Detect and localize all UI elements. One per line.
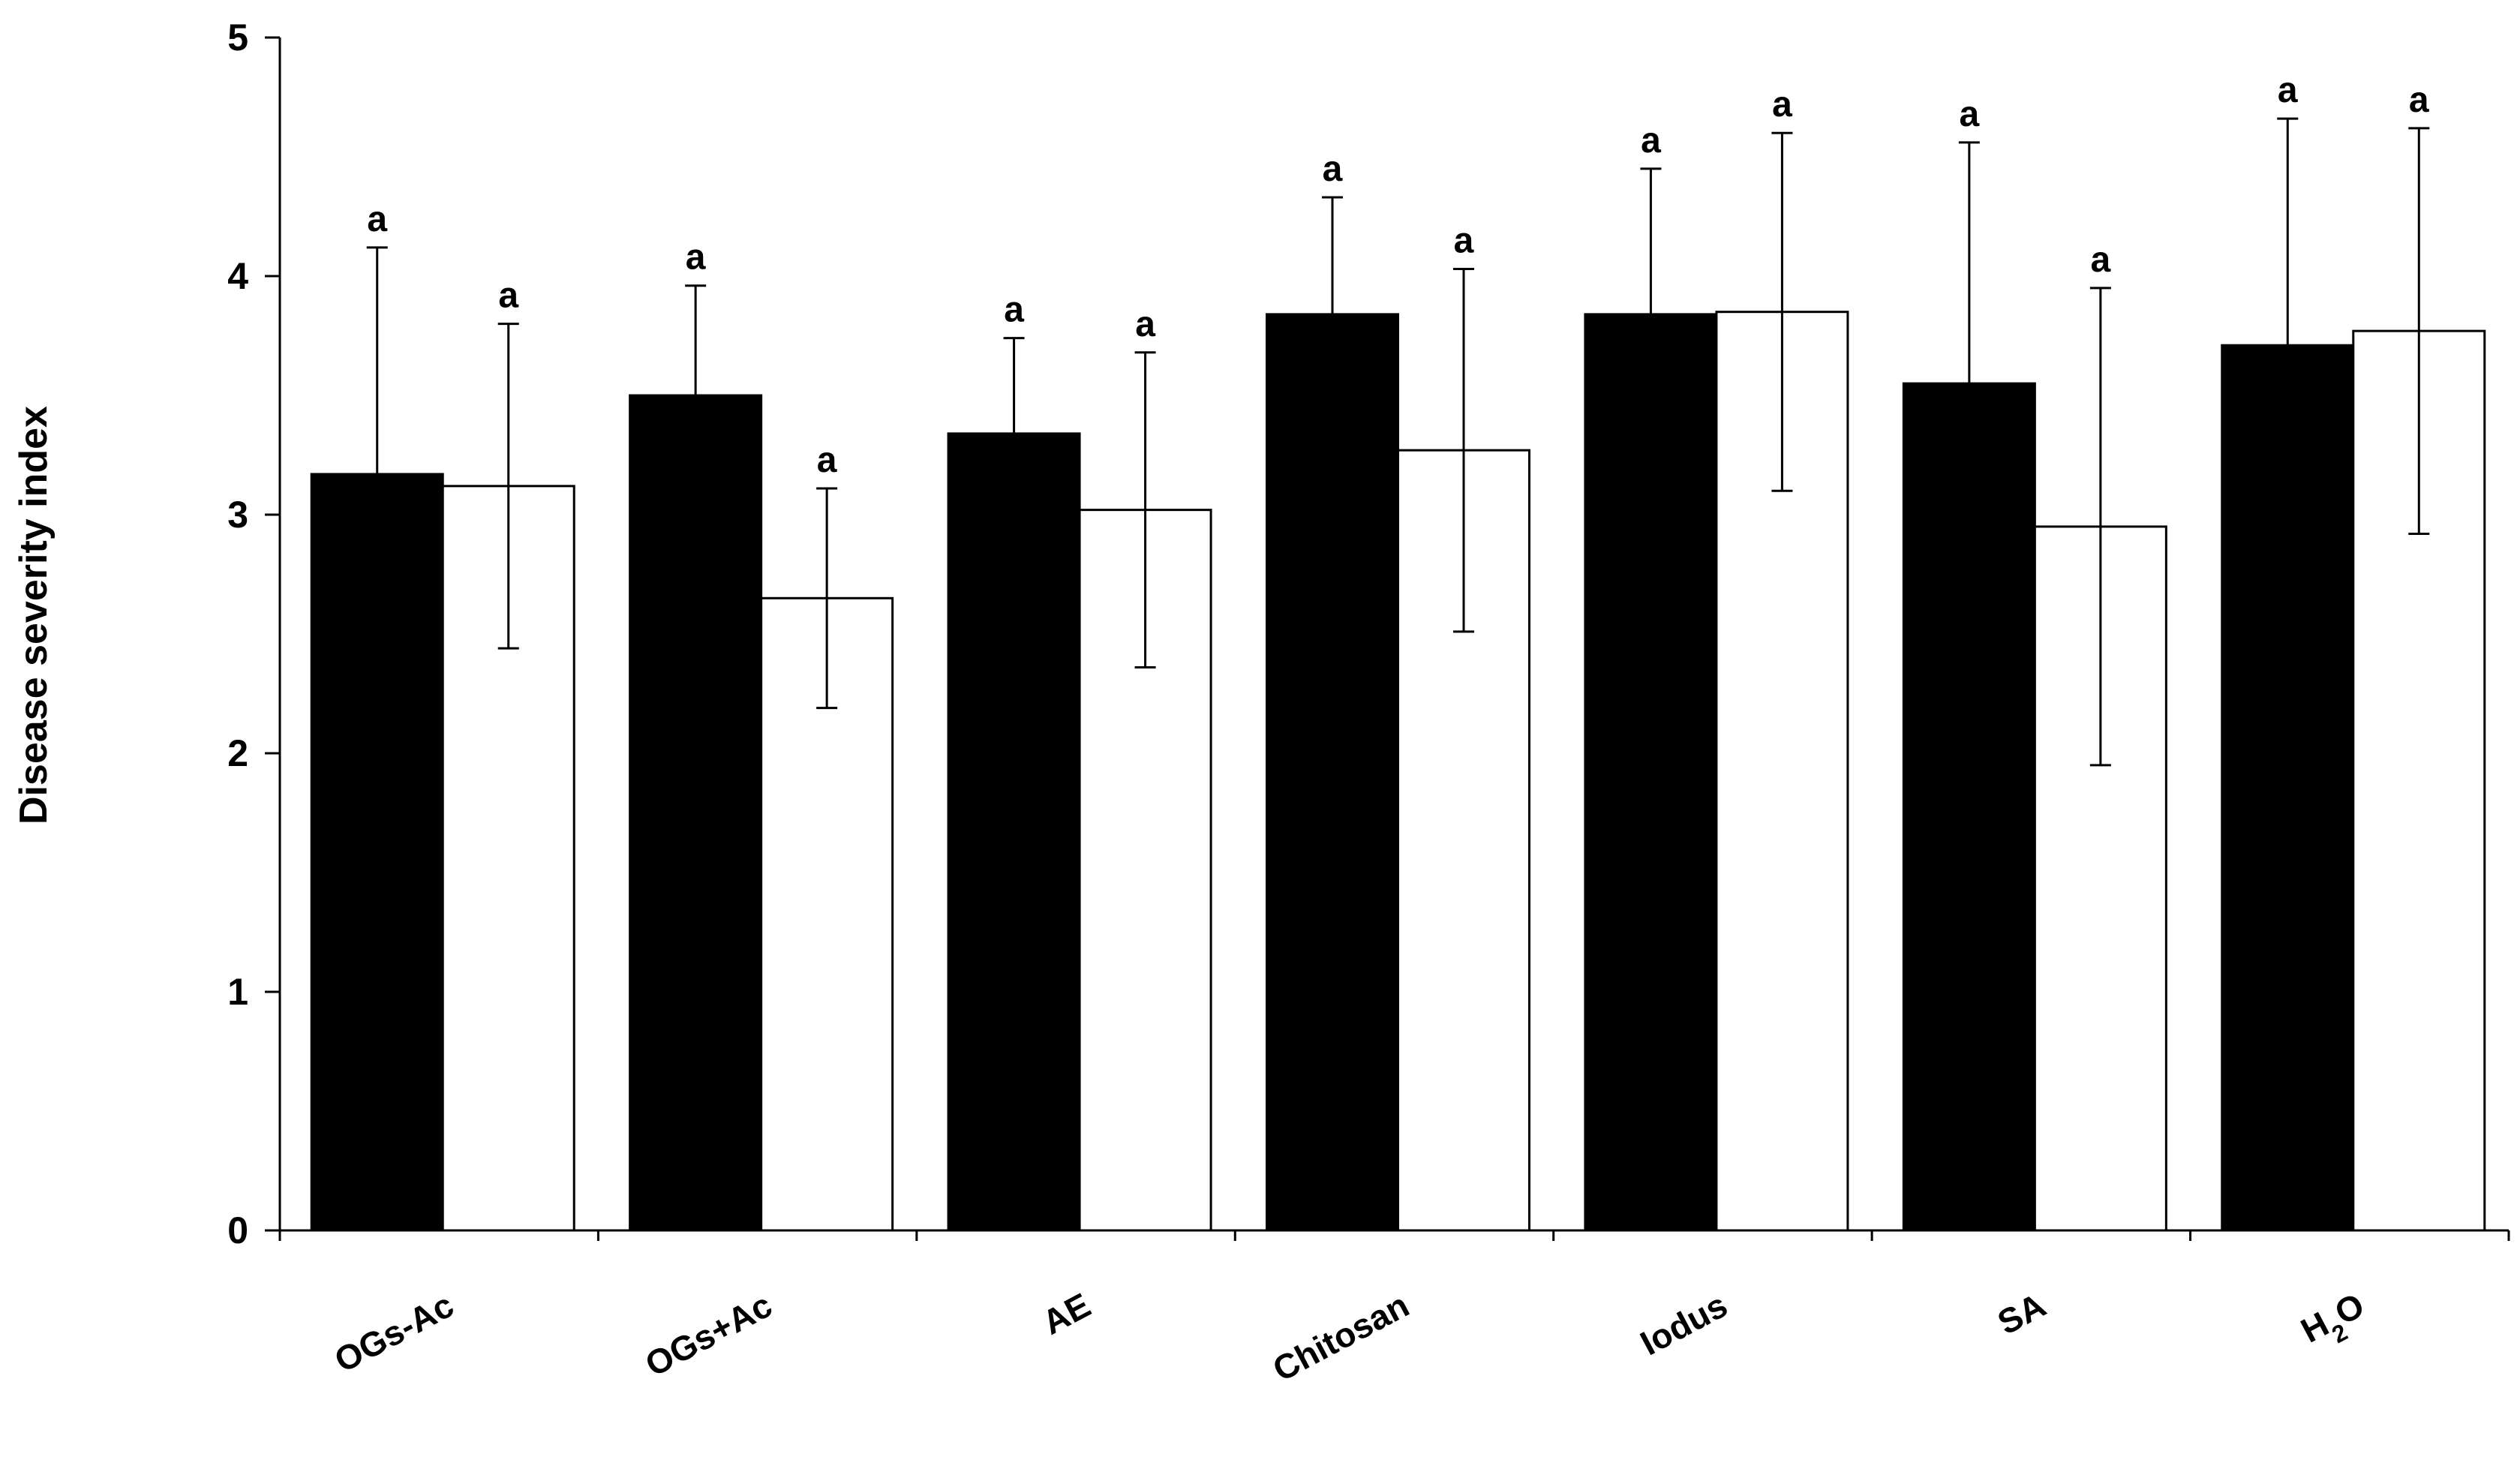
significance-label: a [1323, 149, 1343, 189]
significance-label: a [1960, 95, 1980, 134]
y-tick-label: 5 [227, 17, 248, 59]
significance-label: a [2278, 71, 2298, 110]
significance-label: a [2091, 240, 2111, 280]
x-tick-label: H2O [2294, 1285, 2375, 1360]
x-tick-label: AE [1036, 1285, 1097, 1342]
bar [629, 394, 763, 1232]
bar [1266, 313, 1399, 1232]
x-tick-label: Iodus [1634, 1285, 1734, 1363]
y-tick-label: 4 [227, 255, 248, 297]
x-tick-label: OGs+Ac [639, 1285, 779, 1384]
y-tick-label: 0 [227, 1209, 248, 1251]
x-tick-label: Chitosan [1266, 1285, 1415, 1389]
significance-label: a [1641, 121, 1661, 161]
y-axis-title: Disease severity index [12, 406, 56, 825]
significance-label: a [1135, 305, 1155, 344]
significance-label: a [498, 276, 518, 316]
significance-label: a [2409, 80, 2429, 120]
significance-label: a [1772, 85, 1792, 125]
x-tick-label: OGs-Ac [328, 1285, 460, 1380]
significance-label: a [686, 238, 706, 278]
bar [947, 432, 1081, 1232]
chart-bars [310, 117, 2486, 1232]
significance-label: a [1004, 290, 1024, 330]
significance-label: a [817, 440, 837, 480]
significance-label: a [1454, 221, 1474, 260]
y-tick-label: 1 [227, 971, 248, 1013]
x-tick-label: SA [1991, 1285, 2052, 1342]
significance-label: a [367, 200, 387, 239]
y-tick-label: 3 [227, 494, 248, 536]
y-tick-label: 2 [227, 732, 248, 774]
